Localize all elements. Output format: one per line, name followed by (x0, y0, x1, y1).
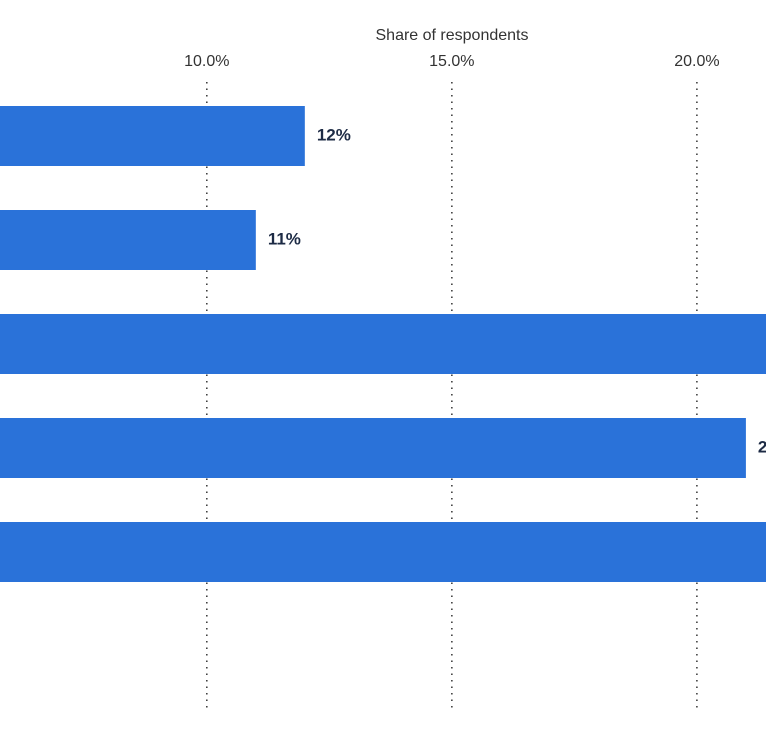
bar (0, 314, 766, 374)
x-tick-label: 10.0% (184, 53, 229, 70)
bar (0, 418, 746, 478)
x-tick-label: 20.0% (674, 53, 719, 70)
bar (0, 522, 766, 582)
bar (0, 210, 256, 270)
value-label: 11% (268, 229, 301, 248)
bar (0, 106, 305, 166)
x-tick-label: 15.0% (429, 53, 474, 70)
x-axis-title: Share of respondents (376, 27, 529, 44)
value-label: 12% (317, 125, 351, 144)
value-label: 21% (758, 437, 766, 456)
